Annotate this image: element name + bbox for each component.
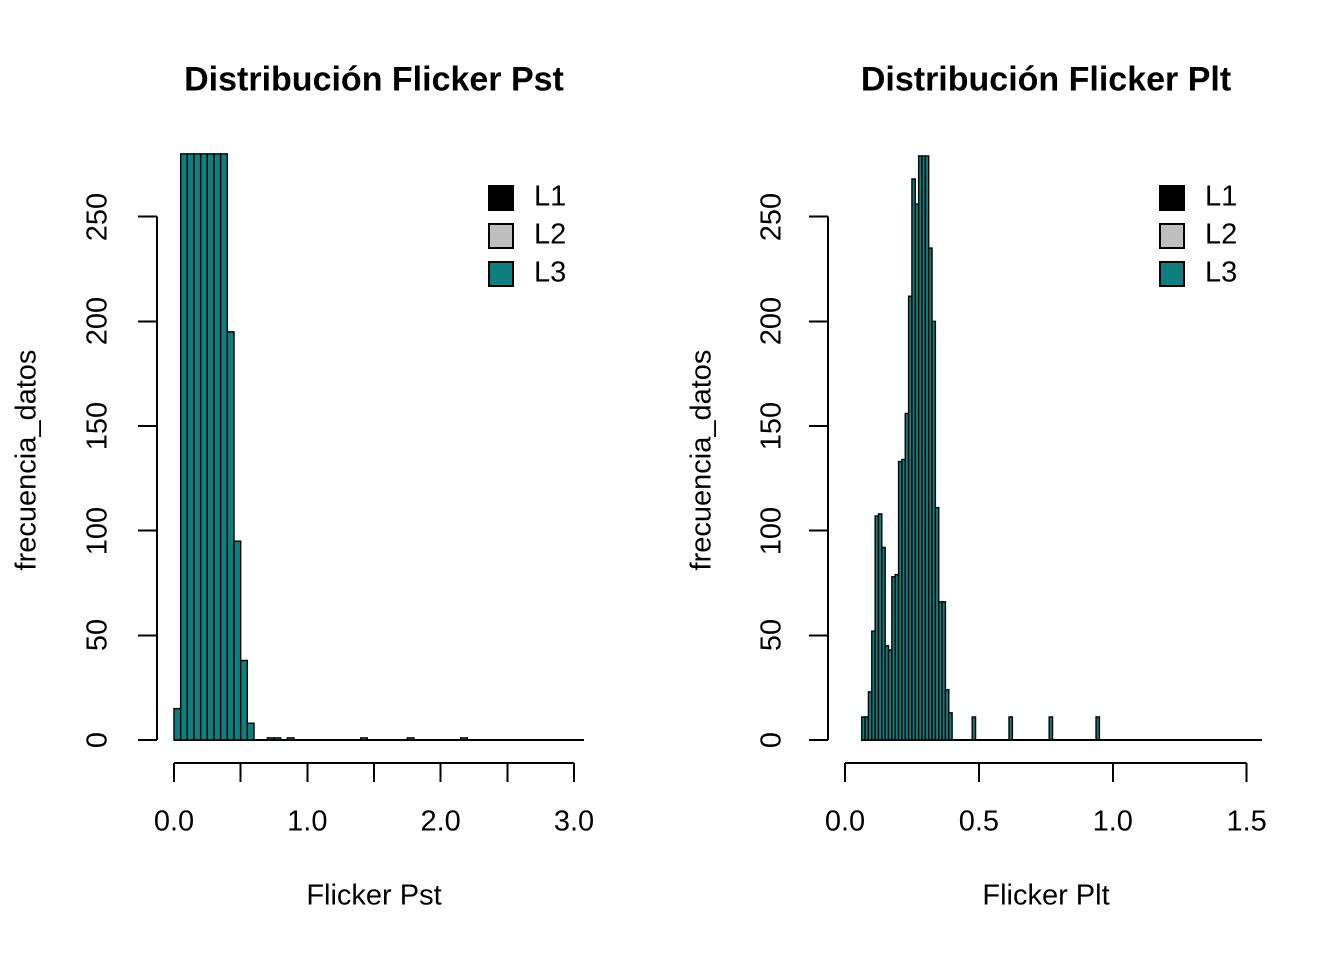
legend-swatch-l3 [1159, 261, 1185, 287]
legend-swatch-l1 [1159, 185, 1185, 211]
legend-label-l2: L2 [534, 218, 567, 251]
histogram-bar [948, 712, 953, 741]
histogram-bar [219, 153, 229, 741]
legend-swatch-l2 [1159, 223, 1185, 249]
y-tick-label: 200 [81, 297, 114, 346]
legend-label-l3: L3 [1205, 256, 1238, 289]
legend-swatch-l2 [488, 223, 514, 249]
histogram-bar [359, 737, 369, 741]
histogram-bar [239, 659, 249, 741]
y-tick-label: 150 [81, 401, 114, 451]
histogram-bar [941, 601, 947, 741]
y-tick-label: 150 [755, 401, 788, 451]
legend-swatch-l1 [488, 185, 514, 211]
x-tick-label: 3.0 [553, 805, 595, 838]
histogram-bar [226, 331, 235, 741]
histogram-bar [206, 153, 215, 741]
histogram-bar [179, 153, 189, 741]
y-tick-label: 200 [755, 297, 788, 346]
x-tick-label: 1.0 [287, 805, 328, 838]
left-x-axis-label: Flicker Pst [306, 879, 442, 912]
histogram-bar [971, 716, 977, 741]
y-tick-label: 0 [81, 731, 114, 749]
legend-label-l3: L3 [534, 256, 567, 289]
legend-row: L3 [1159, 257, 1344, 299]
x-tick-label: 0.0 [824, 805, 866, 838]
y-tick-label: 250 [755, 192, 788, 241]
legend-label-l1: L1 [534, 180, 567, 213]
histogram-bar [459, 737, 469, 741]
histogram-bar [881, 546, 886, 741]
legend-row: L1 [1159, 181, 1344, 223]
x-tick-label: 0.0 [153, 805, 195, 838]
y-tick-label: 100 [81, 506, 114, 555]
y-tick-label: 100 [755, 506, 788, 555]
y-tick-label: 250 [81, 192, 114, 241]
x-tick-label: 2.0 [420, 805, 461, 838]
y-tick-label: 50 [81, 619, 114, 652]
histogram-bar [173, 707, 182, 741]
histogram-bar [233, 540, 242, 741]
histogram-bar [266, 737, 275, 741]
histogram-bar [1008, 716, 1014, 741]
legend-row: L2 [1159, 219, 1344, 261]
legend-row: L2 [488, 219, 688, 261]
histogram-bar [186, 153, 195, 741]
left-chart-title: Distribución Flicker Pst [184, 60, 564, 99]
histogram-bar [273, 737, 282, 741]
right-chart-title: Distribución Flicker Plt [860, 60, 1232, 99]
left-legend: L1 L2 L3 [488, 181, 688, 299]
histogram-bar [199, 153, 209, 741]
histogram-bar [193, 153, 202, 741]
left-y-axis-label: frecuencia_datos [10, 349, 43, 571]
right-legend: L1 L2 L3 [1159, 181, 1344, 299]
histogram-bar [213, 153, 222, 741]
legend-swatch-l3 [488, 261, 514, 287]
right-y-axis-label: frecuencia_datos [685, 349, 718, 571]
right-x-axis-label: Flicker Plt [982, 879, 1110, 912]
legend-row: L1 [488, 181, 688, 223]
legend-label-l1: L1 [1205, 180, 1238, 213]
histogram-bar [1095, 716, 1101, 741]
histogram-bar [1048, 716, 1054, 741]
legend-row: L3 [488, 257, 688, 299]
histogram-bar [406, 737, 415, 741]
y-tick-label: 0 [755, 731, 788, 749]
x-tick-label: 0.5 [958, 805, 1000, 838]
legend-label-l2: L2 [1205, 218, 1238, 251]
x-tick-label: 1.0 [1092, 805, 1133, 838]
histogram-bar [286, 737, 295, 741]
histogram-bar [246, 722, 255, 741]
x-tick-label: 1.5 [1226, 805, 1267, 838]
y-tick-label: 50 [755, 619, 788, 652]
